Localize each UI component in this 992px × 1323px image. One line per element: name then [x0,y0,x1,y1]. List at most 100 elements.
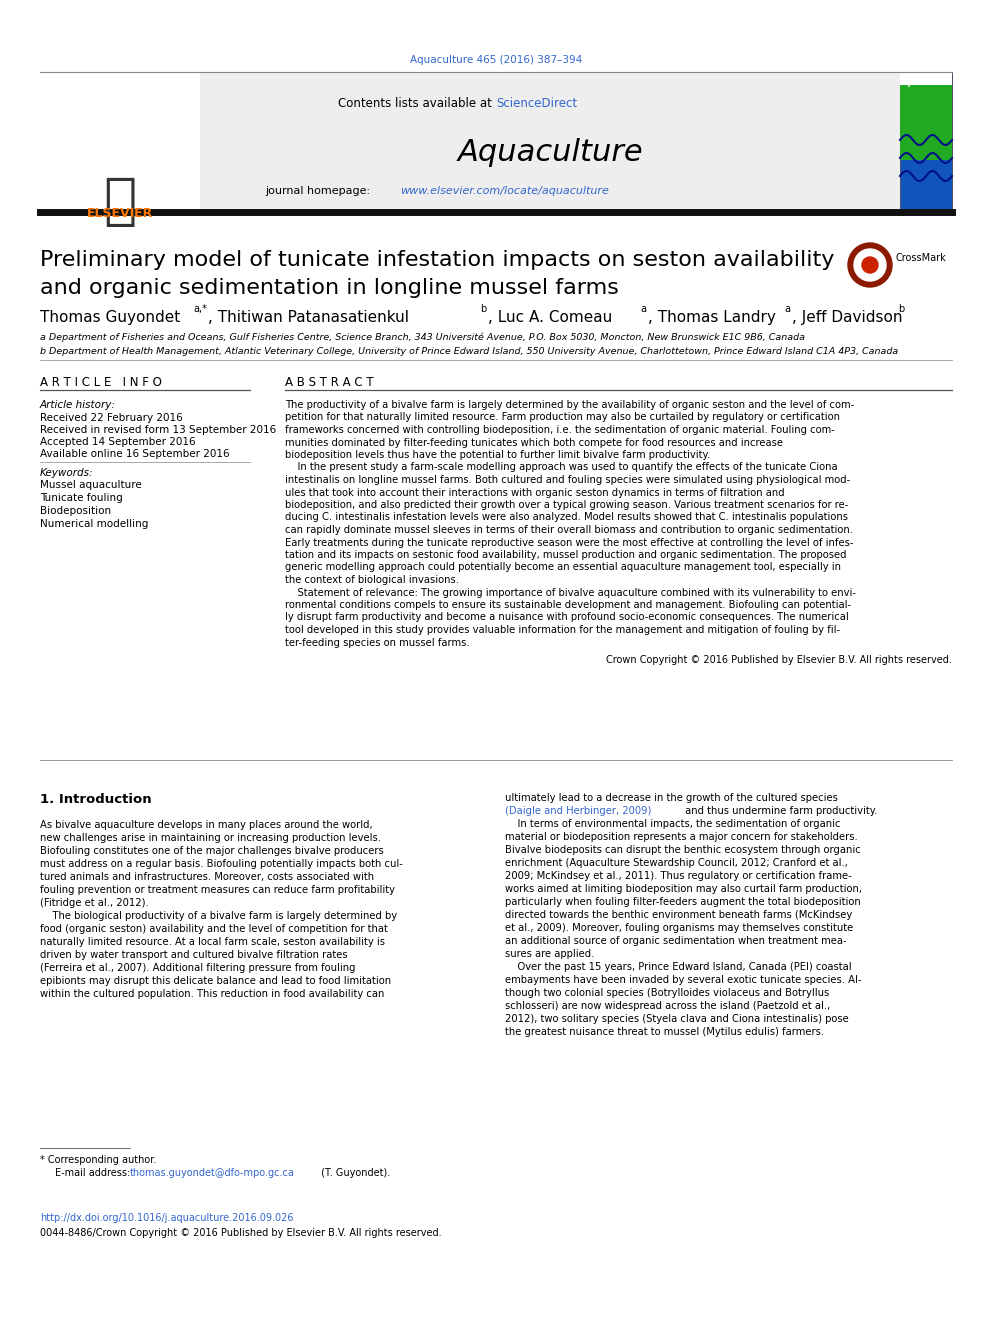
Text: material or biodeposition represents a major concern for stakeholders.: material or biodeposition represents a m… [505,832,858,841]
Text: Preliminary model of tunicate infestation impacts on seston availability: Preliminary model of tunicate infestatio… [40,250,834,270]
Text: tool developed in this study provides valuable information for the management an: tool developed in this study provides va… [285,624,840,635]
Text: the context of biological invasions.: the context of biological invasions. [285,576,459,585]
Text: (T. Guyondet).: (T. Guyondet). [318,1168,390,1177]
Circle shape [862,257,878,273]
Text: food (organic seston) availability and the level of competition for that: food (organic seston) availability and t… [40,923,388,934]
Text: Tunicate fouling: Tunicate fouling [40,493,123,503]
Text: Over the past 15 years, Prince Edward Island, Canada (PEI) coastal: Over the past 15 years, Prince Edward Is… [505,962,851,972]
Text: sures are applied.: sures are applied. [505,949,594,959]
Bar [900,71,952,210]
Text: petition for that naturally limited resource. Farm production may also be curtai: petition for that naturally limited reso… [285,413,840,422]
Text: b: b [480,304,486,314]
Text: Accepted 14 September 2016: Accepted 14 September 2016 [40,437,195,447]
Text: b Department of Health Management, Atlantic Veterinary College, University of Pr: b Department of Health Management, Atlan… [40,347,898,356]
Text: Available online 16 September 2016: Available online 16 September 2016 [40,448,229,459]
Text: ly disrupt farm productivity and become a nuisance with profound socio-economic : ly disrupt farm productivity and become … [285,613,849,623]
Text: Article history:: Article history: [40,400,116,410]
Text: driven by water transport and cultured bivalve filtration rates: driven by water transport and cultured b… [40,950,347,960]
Text: and thus undermine farm productivity.: and thus undermine farm productivity. [682,806,878,816]
Text: www.elsevier.com/locate/aquaculture: www.elsevier.com/locate/aquaculture [400,187,609,196]
Text: 2012), two solitary species (Styela clava and Ciona intestinalis) pose: 2012), two solitary species (Styela clav… [505,1013,849,1024]
Text: CrossMark: CrossMark [895,253,945,263]
Text: ules that took into account their interactions with organic seston dynamics in t: ules that took into account their intera… [285,487,785,497]
Text: , Luc A. Comeau: , Luc A. Comeau [488,310,617,325]
Text: In terms of environmental impacts, the sedimentation of organic: In terms of environmental impacts, the s… [505,819,840,830]
Text: ducing C. intestinalis infestation levels were also analyzed. Model results show: ducing C. intestinalis infestation level… [285,512,848,523]
Text: http://dx.doi.org/10.1016/j.aquaculture.2016.09.026: http://dx.doi.org/10.1016/j.aquaculture.… [40,1213,294,1222]
Text: ultimately lead to a decrease in the growth of the cultured species: ultimately lead to a decrease in the gro… [505,792,838,803]
Text: tured animals and infrastructures. Moreover, costs associated with: tured animals and infrastructures. Moreo… [40,872,374,882]
Text: ter-feeding species on mussel farms.: ter-feeding species on mussel farms. [285,638,469,647]
Text: Numerical modelling: Numerical modelling [40,519,149,529]
Text: intestinalis on longline mussel farms. Both cultured and fouling species were si: intestinalis on longline mussel farms. B… [285,475,850,486]
Text: thomas.guyondet@dfo-mpo.gc.ca: thomas.guyondet@dfo-mpo.gc.ca [130,1168,295,1177]
Text: Aquaculture: Aquaculture [457,138,643,167]
Text: Keywords:: Keywords: [40,468,93,478]
Text: biodeposition, and also predicted their growth over a typical growing season. Va: biodeposition, and also predicted their … [285,500,848,509]
Circle shape [854,249,886,280]
Text: Crown Copyright © 2016 Published by Elsevier B.V. All rights reserved.: Crown Copyright © 2016 Published by Else… [606,655,952,665]
Text: an additional source of organic sedimentation when treatment mea-: an additional source of organic sediment… [505,935,846,946]
Text: E-mail address:: E-mail address: [55,1168,133,1177]
Text: munities dominated by filter-feeding tunicates which both compete for food resou: munities dominated by filter-feeding tun… [285,438,783,447]
Text: and organic sedimentation in longline mussel farms: and organic sedimentation in longline mu… [40,278,619,298]
Text: a: a [640,304,646,314]
Text: Contents lists available at: Contents lists available at [338,97,496,110]
Text: fouling prevention or treatment measures can reduce farm profitability: fouling prevention or treatment measures… [40,885,395,894]
Text: ronmental conditions compels to ensure its sustainable development and managemen: ronmental conditions compels to ensure i… [285,601,851,610]
Text: a Department of Fisheries and Oceans, Gulf Fisheries Centre, Science Branch, 343: a Department of Fisheries and Oceans, Gu… [40,333,805,343]
Text: Mussel aquaculture: Mussel aquaculture [40,480,142,490]
Text: 1. Introduction: 1. Introduction [40,792,152,806]
Text: naturally limited resource. At a local farm scale, seston availability is: naturally limited resource. At a local f… [40,937,385,947]
Text: The biological productivity of a bivalve farm is largely determined by: The biological productivity of a bivalve… [40,912,397,921]
Text: a: a [784,304,790,314]
Text: Aquaculture 465 (2016) 387–394: Aquaculture 465 (2016) 387–394 [410,56,582,65]
Bar [900,85,952,160]
Text: epibionts may disrupt this delicate balance and lead to food limitation: epibionts may disrupt this delicate bala… [40,976,391,986]
Text: Early treatments during the tunicate reproductive season were the most effective: Early treatments during the tunicate rep… [285,537,853,548]
Text: Thomas Guyondet: Thomas Guyondet [40,310,186,325]
Text: (Ferreira et al., 2007). Additional filtering pressure from fouling: (Ferreira et al., 2007). Additional filt… [40,963,355,972]
Text: Biodeposition: Biodeposition [40,505,111,516]
Text: schlosseri) are now widespread across the island (Paetzold et al.,: schlosseri) are now widespread across th… [505,1002,830,1011]
Bar [200,71,900,210]
Text: Received 22 February 2016: Received 22 February 2016 [40,413,183,423]
Text: (Fitridge et al., 2012).: (Fitridge et al., 2012). [40,898,149,908]
Text: 0044-8486/Crown Copyright © 2016 Published by Elsevier B.V. All rights reserved.: 0044-8486/Crown Copyright © 2016 Publish… [40,1228,441,1238]
Text: The productivity of a bivalve farm is largely determined by the availability of : The productivity of a bivalve farm is la… [285,400,854,410]
Text: Bivalve biodeposits can disrupt the benthic ecosystem through organic: Bivalve biodeposits can disrupt the bent… [505,845,861,855]
Text: frameworks concerned with controlling biodeposition, i.e. the sedimentation of o: frameworks concerned with controlling bi… [285,425,835,435]
Text: , Thomas Landry: , Thomas Landry [648,310,781,325]
Text: directed towards the benthic environment beneath farms (McKindsey: directed towards the benthic environment… [505,910,852,919]
Text: ELSEVIER: ELSEVIER [87,206,153,220]
Text: et al., 2009). Moreover, fouling organisms may themselves constitute: et al., 2009). Moreover, fouling organis… [505,923,853,933]
Text: must address on a regular basis. Biofouling potentially impacts both cul-: must address on a regular basis. Biofoul… [40,859,403,869]
Text: 2009; McKindsey et al., 2011). Thus regulatory or certification frame-: 2009; McKindsey et al., 2011). Thus regu… [505,871,852,881]
Text: new challenges arise in maintaining or increasing production levels.: new challenges arise in maintaining or i… [40,833,381,843]
Text: In the present study a farm-scale modelling approach was used to quantify the ef: In the present study a farm-scale modell… [285,463,837,472]
Text: can rapidly dominate mussel sleeves in terms of their overall biomass and contri: can rapidly dominate mussel sleeves in t… [285,525,853,534]
Text: (Daigle and Herbinger, 2009): (Daigle and Herbinger, 2009) [505,806,652,816]
Circle shape [848,243,892,287]
Text: ScienceDirect: ScienceDirect [496,97,577,110]
Bar [900,71,952,85]
Text: , Jeff Davidson: , Jeff Davidson [792,310,908,325]
Text: within the cultured population. This reduction in food availability can: within the cultured population. This red… [40,990,384,999]
Bar [40,101,200,210]
Text: the greatest nuisance threat to mussel (Mytilus edulis) farmers.: the greatest nuisance threat to mussel (… [505,1027,824,1037]
Text: generic modelling approach could potentially become an essential aquaculture man: generic modelling approach could potenti… [285,562,841,573]
Text: journal homepage:: journal homepage: [265,187,374,196]
Text: A R T I C L E   I N F O: A R T I C L E I N F O [40,376,162,389]
Text: biodeposition levels thus have the potential to further limit bivalve farm produ: biodeposition levels thus have the poten… [285,450,710,460]
Text: A B S T R A C T: A B S T R A C T [285,376,374,389]
Text: tation and its impacts on sestonic food availability, mussel production and orga: tation and its impacts on sestonic food … [285,550,846,560]
Text: enrichment (Aquaculture Stewardship Council, 2012; Cranford et al.,: enrichment (Aquaculture Stewardship Coun… [505,859,848,868]
Text: As bivalve aquaculture develops in many places around the world,: As bivalve aquaculture develops in many … [40,820,373,830]
Text: 🌲: 🌲 [103,175,137,229]
Text: particularly when fouling filter-feeders augment the total biodeposition: particularly when fouling filter-feeders… [505,897,861,908]
Text: works aimed at limiting biodeposition may also curtail farm production,: works aimed at limiting biodeposition ma… [505,884,862,894]
Text: Statement of relevance: The growing importance of bivalve aquaculture combined w: Statement of relevance: The growing impo… [285,587,856,598]
Text: a,*: a,* [193,304,207,314]
Text: b: b [898,304,905,314]
Text: embayments have been invaded by several exotic tunicate species. Al-: embayments have been invaded by several … [505,975,861,986]
